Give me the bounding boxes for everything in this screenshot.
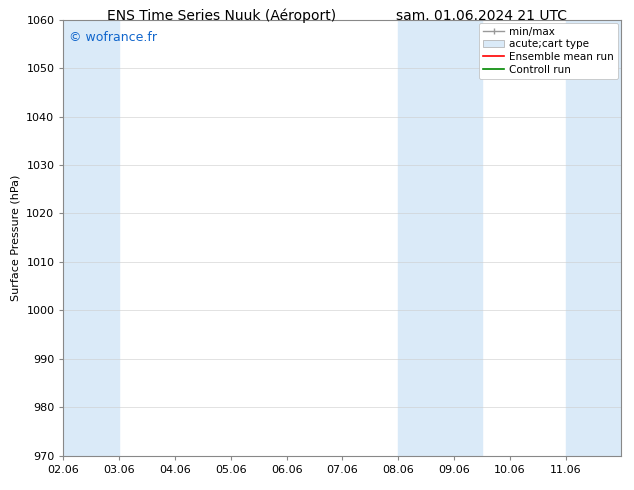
- Bar: [398, 20, 482, 456]
- Bar: [566, 20, 621, 456]
- Text: ENS Time Series Nuuk (Aéroport): ENS Time Series Nuuk (Aéroport): [107, 9, 337, 24]
- Text: © wofrance.fr: © wofrance.fr: [69, 30, 157, 44]
- Bar: [63, 20, 119, 456]
- Text: sam. 01.06.2024 21 UTC: sam. 01.06.2024 21 UTC: [396, 9, 567, 23]
- Legend: min/max, acute;cart type, Ensemble mean run, Controll run: min/max, acute;cart type, Ensemble mean …: [479, 23, 618, 79]
- Y-axis label: Surface Pressure (hPa): Surface Pressure (hPa): [11, 174, 21, 301]
